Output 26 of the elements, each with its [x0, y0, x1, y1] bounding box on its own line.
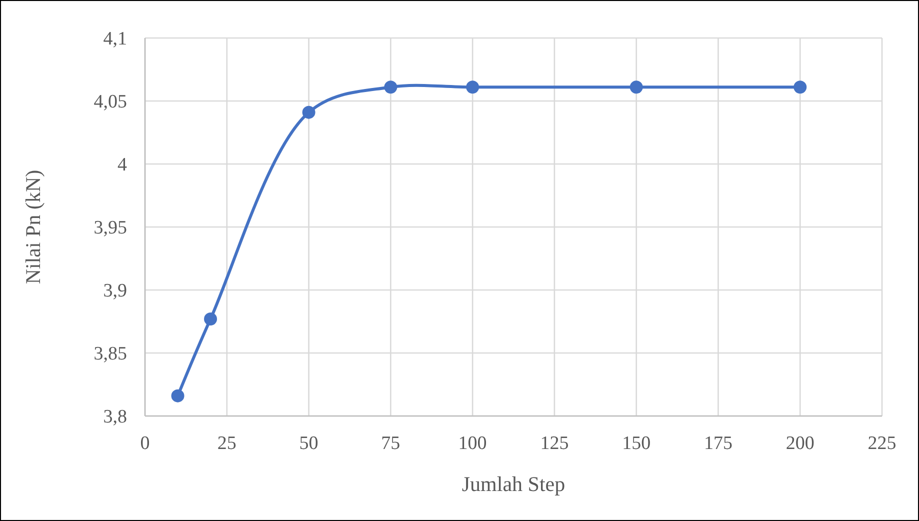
x-tick-label: 150 — [622, 433, 651, 454]
x-tick-label: 100 — [458, 433, 487, 454]
y-tick-label: 4 — [118, 154, 128, 176]
x-tick-label: 0 — [140, 433, 150, 454]
x-axis-title: Jumlah Step — [462, 472, 566, 496]
x-tick-label: 75 — [381, 433, 400, 454]
x-tick-label: 225 — [868, 433, 896, 454]
point — [204, 312, 218, 326]
point — [171, 389, 184, 402]
y-axis-title: Nilai Pn (kN) — [21, 170, 45, 284]
point — [466, 80, 480, 94]
y-tick-label: 3,95 — [94, 218, 127, 239]
point — [630, 80, 643, 94]
x-tick-label: 125 — [540, 433, 569, 454]
y-tick-label: 3,85 — [94, 344, 127, 365]
y-tick-label: 4,05 — [94, 92, 127, 113]
point — [302, 106, 316, 119]
y-tick-label: 3,8 — [103, 406, 127, 428]
x-tick-label: 175 — [704, 433, 732, 454]
x-tick-label: 25 — [217, 433, 236, 454]
point — [384, 80, 398, 94]
x-tick-label: 50 — [299, 433, 318, 454]
point — [794, 80, 807, 94]
y-tick-label: 3,9 — [103, 280, 127, 302]
y-tick-label: 4,1 — [103, 28, 127, 50]
x-tick-label: 200 — [786, 433, 814, 454]
